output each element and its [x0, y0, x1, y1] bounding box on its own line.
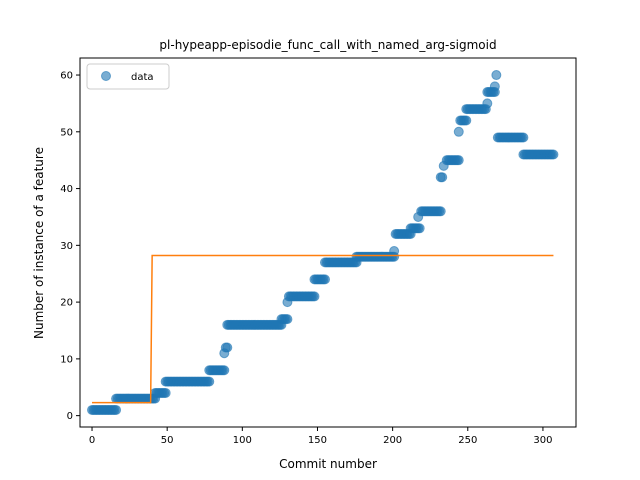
x-tick-label: 200 — [383, 435, 402, 446]
data-point — [438, 160, 449, 171]
data-point — [489, 81, 500, 92]
data-point — [518, 132, 529, 143]
data-point — [482, 98, 493, 109]
data-layer — [87, 70, 559, 415]
data-point — [219, 365, 230, 376]
data-point — [461, 115, 472, 126]
data-point — [414, 223, 425, 234]
y-axis-label: Number of instance of a feature — [32, 147, 46, 339]
data-point — [453, 126, 464, 137]
x-tick-label: 300 — [533, 435, 552, 446]
data-point — [222, 342, 233, 353]
chart-title: pl-hypeapp-episodie_func_call_with_named… — [159, 38, 496, 52]
x-tick-label: 250 — [458, 435, 477, 446]
x-tick-label: 50 — [161, 435, 174, 446]
data-point — [389, 246, 400, 257]
data-point — [309, 291, 320, 302]
data-point — [282, 297, 293, 308]
data-point — [413, 211, 424, 222]
data-point — [160, 387, 171, 398]
data-point — [435, 206, 446, 217]
legend: data — [86, 63, 170, 90]
y-tick-label: 40 — [60, 184, 73, 195]
y-tick-label: 60 — [60, 71, 73, 82]
data-point — [204, 376, 215, 387]
x-axis-label: Commit number — [279, 457, 377, 471]
y-axis: 0 10 20 30 40 50 60 — [60, 71, 80, 422]
y-tick-label: 50 — [60, 127, 73, 138]
legend-label-data: data — [131, 72, 154, 83]
legend-box — [86, 63, 170, 90]
data-point — [282, 314, 293, 325]
data-point — [319, 274, 330, 285]
y-tick-label: 10 — [60, 354, 73, 365]
y-tick-label: 20 — [60, 298, 73, 309]
x-tick-label: 150 — [308, 435, 327, 446]
data-point — [437, 172, 448, 183]
x-tick-label: 0 — [89, 435, 95, 446]
fit-line — [92, 254, 554, 404]
x-tick-label: 100 — [233, 435, 252, 446]
y-tick-label: 30 — [60, 241, 73, 252]
plot-frame — [79, 57, 577, 428]
data-point — [453, 155, 464, 166]
legend-marker-data — [101, 71, 111, 81]
data-point — [491, 70, 502, 81]
y-tick-label: 0 — [67, 411, 73, 422]
data-point — [548, 149, 559, 160]
data-point — [111, 404, 122, 415]
x-axis: 0 50 100 150 200 250 300 — [89, 427, 552, 446]
